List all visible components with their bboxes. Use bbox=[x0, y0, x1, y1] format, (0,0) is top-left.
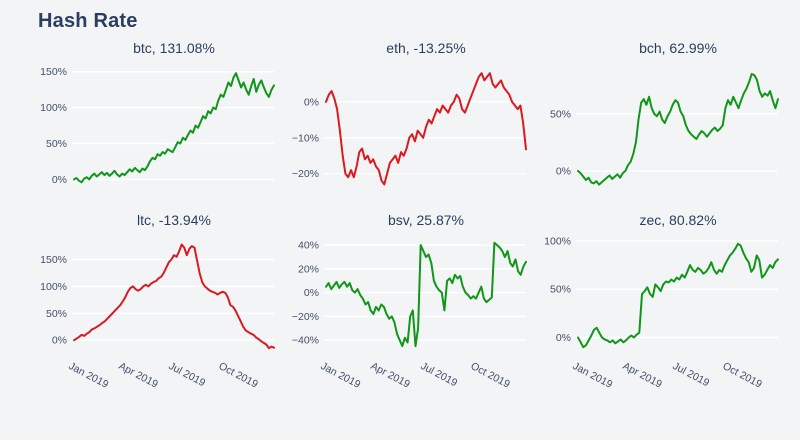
y-tick-label: −10% bbox=[292, 132, 319, 144]
x-tick-label: Oct 2019 bbox=[721, 360, 764, 391]
chart-bsv[interactable]: bsv, 25.87% −40% −20% 0% 20% 40% Jan 2019 Apr 2… bbox=[278, 211, 530, 407]
y-tick-label: 0% bbox=[304, 96, 319, 108]
y-tick-label: 0% bbox=[304, 287, 319, 299]
subplot-bch: bch, 62.99% 0% 50% bbox=[530, 39, 782, 193]
subplot-btc: btc, 131.08% 0% 50% 100% 150% bbox=[26, 39, 278, 193]
y-tick-label: 50% bbox=[550, 108, 571, 120]
y-tick-label: −20% bbox=[292, 168, 319, 180]
chart-btc[interactable]: btc, 131.08% 0% 50% 100% 150% bbox=[26, 39, 278, 193]
y-tick-label: 150% bbox=[40, 66, 67, 78]
page-title: Hash Rate bbox=[38, 10, 138, 32]
y-tick-label: 100% bbox=[40, 102, 67, 114]
y-tick-label: 0% bbox=[52, 335, 67, 347]
series-line-bch bbox=[577, 73, 779, 186]
y-tick-label: 50% bbox=[46, 308, 67, 320]
x-tick-label: Jul 2019 bbox=[671, 360, 712, 389]
chart-title-zec: zec, 80.82% bbox=[639, 212, 716, 228]
x-tick-label: Jan 2019 bbox=[67, 360, 111, 391]
y-tick-label: −20% bbox=[292, 311, 319, 323]
x-tick-label: Oct 2019 bbox=[469, 360, 512, 391]
series-line-eth bbox=[325, 72, 527, 186]
chart-zec[interactable]: zec, 80.82% 0% 50% 100% Jan 2019 Apr 2019 Jul … bbox=[530, 211, 782, 407]
x-tick-label: Jan 2019 bbox=[319, 360, 363, 391]
x-tick-label: Jan 2019 bbox=[571, 360, 615, 391]
y-tick-label: 50% bbox=[46, 138, 67, 150]
y-tick-label: 100% bbox=[544, 235, 571, 247]
y-tick-label: 150% bbox=[40, 254, 67, 266]
chart-title-bsv: bsv, 25.87% bbox=[388, 212, 464, 228]
chart-title-btc: btc, 131.08% bbox=[133, 40, 215, 56]
y-tick-label: 20% bbox=[298, 263, 319, 275]
chart-eth[interactable]: eth, -13.25% 0% −10% −20% bbox=[278, 39, 530, 193]
series-line-btc bbox=[73, 72, 275, 184]
subplot-zec: zec, 80.82% 0% 50% 100% Jan 2019 Apr 2019 Jul … bbox=[530, 211, 782, 407]
y-tick-label: −40% bbox=[292, 335, 319, 347]
x-tick-label: Jul 2019 bbox=[167, 360, 208, 389]
x-tick-label: Apr 2019 bbox=[621, 360, 664, 391]
series-line-zec bbox=[577, 242, 779, 349]
series-line-bsv bbox=[325, 241, 527, 348]
chart-title-ltc: ltc, -13.94% bbox=[137, 212, 211, 228]
y-tick-label: 0% bbox=[556, 332, 571, 344]
y-tick-label: 0% bbox=[52, 174, 67, 186]
chart-title-bch: bch, 62.99% bbox=[639, 40, 717, 56]
y-tick-label: 40% bbox=[298, 240, 319, 252]
x-tick-label: Jul 2019 bbox=[419, 360, 460, 389]
charts-grid: btc, 131.08% 0% 50% 100% 150% eth, -13.25% 0%… bbox=[0, 37, 800, 407]
x-tick-label: Apr 2019 bbox=[369, 360, 412, 391]
subplot-eth: eth, -13.25% 0% −10% −20% bbox=[278, 39, 530, 193]
x-tick-label: Apr 2019 bbox=[117, 360, 160, 391]
y-tick-label: 100% bbox=[40, 281, 67, 293]
y-tick-label: 0% bbox=[556, 165, 571, 177]
x-tick-label: Oct 2019 bbox=[217, 360, 260, 391]
series-line-ltc bbox=[73, 243, 275, 350]
chart-ltc[interactable]: ltc, -13.94% 0% 50% 100% 150% Jan 2019 Apr 201… bbox=[26, 211, 278, 407]
chart-title-eth: eth, -13.25% bbox=[386, 40, 465, 56]
subplot-bsv: bsv, 25.87% −40% −20% 0% 20% 40% Jan 2019 Apr 2… bbox=[278, 211, 530, 407]
chart-bch[interactable]: bch, 62.99% 0% 50% bbox=[530, 39, 782, 193]
y-tick-label: 50% bbox=[550, 284, 571, 296]
subplot-ltc: ltc, -13.94% 0% 50% 100% 150% Jan 2019 Apr 201… bbox=[26, 211, 278, 407]
